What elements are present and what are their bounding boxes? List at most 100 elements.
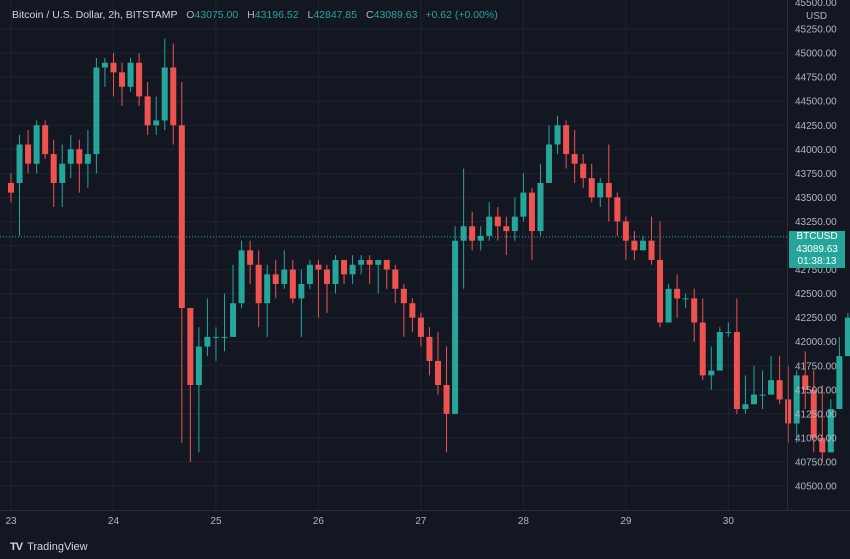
candle-body bbox=[435, 360, 441, 385]
candle-body bbox=[392, 269, 399, 289]
candle-body bbox=[101, 62, 108, 68]
time-tick-label: 23 bbox=[5, 516, 17, 527]
price-tick-label: 42750.00 bbox=[795, 265, 837, 276]
candle-body bbox=[657, 259, 664, 323]
price-tick-label: 42000.00 bbox=[795, 337, 837, 348]
candle-body bbox=[349, 264, 356, 275]
candle-body bbox=[25, 144, 32, 164]
candle-body bbox=[528, 192, 535, 232]
price-tick-label: 42500.00 bbox=[795, 289, 837, 300]
time-tick-label: 28 bbox=[518, 516, 530, 527]
candle-body bbox=[819, 437, 826, 453]
candle-body bbox=[417, 317, 424, 337]
candle-body bbox=[298, 283, 305, 299]
candle-body bbox=[520, 192, 527, 217]
candle-body bbox=[648, 240, 655, 260]
candle-body bbox=[768, 380, 775, 395]
candle-body bbox=[665, 288, 672, 323]
candle-body bbox=[127, 62, 134, 87]
candle-body bbox=[742, 404, 749, 410]
candle-body bbox=[750, 394, 757, 405]
price-tick-label: 44250.00 bbox=[795, 121, 837, 132]
candle-body bbox=[631, 240, 638, 251]
candle-body bbox=[84, 154, 91, 164]
candle-body bbox=[708, 370, 715, 376]
candle-body bbox=[733, 332, 740, 410]
candle-body bbox=[144, 96, 151, 126]
candle-body bbox=[289, 269, 296, 299]
time-axis[interactable]: 23 24 25 26 27 28 29 30 bbox=[5, 516, 734, 527]
time-tick-label: 27 bbox=[415, 516, 427, 527]
candle-body bbox=[699, 322, 706, 376]
candle-body bbox=[460, 226, 467, 241]
candle-body bbox=[469, 226, 476, 241]
candle-body bbox=[204, 336, 211, 347]
footer-bar bbox=[0, 532, 850, 559]
price-tick-label: 45250.00 bbox=[795, 25, 837, 36]
candle-body bbox=[195, 346, 202, 385]
change-value: +0.62 (+0.00%) bbox=[425, 9, 498, 21]
high-label: H bbox=[247, 9, 255, 21]
candle-body bbox=[16, 144, 23, 183]
candle-body bbox=[76, 149, 83, 164]
price-tick-label: 40500.00 bbox=[795, 482, 837, 493]
price-tick-label: 44000.00 bbox=[795, 145, 837, 156]
time-tick-label: 29 bbox=[620, 516, 632, 527]
candle-body bbox=[247, 250, 254, 265]
candle-body bbox=[725, 332, 732, 334]
open-label: O bbox=[186, 9, 195, 21]
candle-body bbox=[802, 375, 809, 390]
price-tick-label: 41250.00 bbox=[795, 409, 837, 420]
candle-body bbox=[153, 120, 160, 126]
candle-body bbox=[161, 67, 168, 121]
candle-body bbox=[477, 235, 484, 241]
candle-body bbox=[170, 67, 177, 126]
candle-body bbox=[622, 221, 629, 241]
candle-body bbox=[212, 336, 219, 338]
candle-body bbox=[443, 384, 450, 414]
tradingview-brand[interactable]: TV TradingView bbox=[10, 541, 88, 553]
low-value: 42847.85 bbox=[313, 9, 358, 21]
candle-body bbox=[605, 182, 612, 198]
candle-body bbox=[494, 216, 501, 227]
candle-body bbox=[383, 259, 390, 270]
candle-body bbox=[400, 288, 407, 304]
price-tick-label: 41750.00 bbox=[795, 361, 837, 372]
price-tick-label: 45500.00 bbox=[795, 0, 837, 9]
price-tick-label: 45000.00 bbox=[795, 49, 837, 60]
candle-body bbox=[332, 259, 339, 284]
close-label: C bbox=[366, 9, 374, 21]
candle-body bbox=[716, 332, 723, 371]
candle-body bbox=[597, 182, 604, 198]
candle-body bbox=[511, 216, 518, 232]
candle-body bbox=[844, 317, 850, 357]
candle-body bbox=[375, 259, 382, 265]
candle-body bbox=[255, 264, 262, 304]
candle-body bbox=[682, 298, 689, 300]
candle-body bbox=[59, 163, 66, 183]
candle-body bbox=[281, 269, 288, 284]
candle-body bbox=[366, 259, 373, 265]
price-tick-label: 43500.00 bbox=[795, 193, 837, 204]
candle-body bbox=[810, 389, 817, 438]
grid-lines bbox=[0, 0, 787, 510]
price-tick-label: 44750.00 bbox=[795, 73, 837, 84]
candle-body bbox=[537, 182, 544, 232]
candle-body bbox=[503, 226, 510, 232]
time-tick-label: 25 bbox=[210, 516, 222, 527]
price-tick-label: 41500.00 bbox=[795, 385, 837, 396]
candle-body bbox=[8, 182, 14, 193]
candle-body bbox=[67, 149, 74, 164]
price-tag-countdown: 01:38:13 bbox=[789, 256, 845, 268]
candle-body bbox=[341, 259, 348, 275]
candle-body bbox=[614, 197, 621, 222]
candle-body bbox=[306, 264, 313, 284]
candle-body bbox=[315, 264, 322, 270]
candle-body bbox=[119, 72, 126, 87]
candle-body bbox=[426, 336, 433, 361]
candle-body bbox=[452, 240, 459, 414]
candle-body bbox=[50, 154, 57, 183]
symbol-title[interactable]: Bitcoin / U.S. Dollar, 2h, BITSTAMP bbox=[12, 9, 178, 21]
candle-body bbox=[110, 62, 117, 73]
price-tick-label: 41000.00 bbox=[795, 433, 837, 444]
